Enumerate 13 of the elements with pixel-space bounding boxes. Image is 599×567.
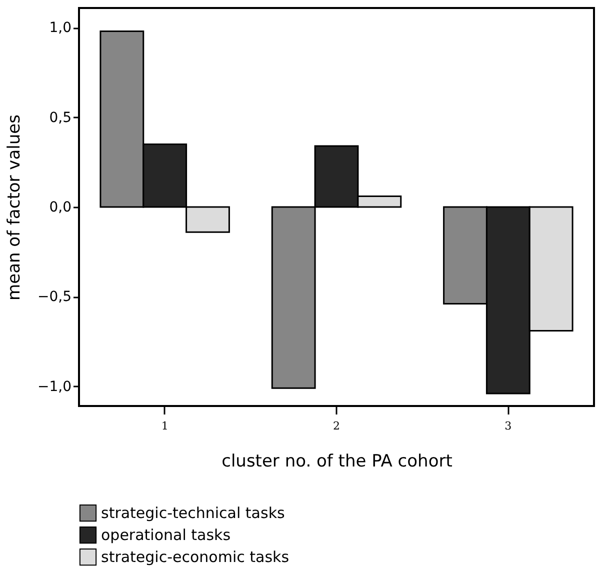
x-tick-label: 2 [333, 420, 340, 432]
y-tick-label: 1,0 [49, 20, 72, 36]
legend-label: strategic-technical tasks [101, 504, 285, 522]
y-axis-title: mean of factor values [4, 114, 25, 300]
y-tick-label: 0,0 [49, 200, 72, 216]
x-axis-title: cluster no. of the PA cohort [222, 452, 453, 472]
x-tick-label: 3 [504, 420, 512, 432]
legend-label: strategic-economic tasks [101, 548, 290, 566]
y-tick-label: −1,0 [38, 378, 72, 395]
legend-label: operational tasks [101, 526, 231, 544]
y-tick-label: −0,5 [38, 289, 72, 306]
x-tick-label: 1 [161, 420, 168, 432]
y-tick-label: 0,5 [49, 110, 72, 126]
